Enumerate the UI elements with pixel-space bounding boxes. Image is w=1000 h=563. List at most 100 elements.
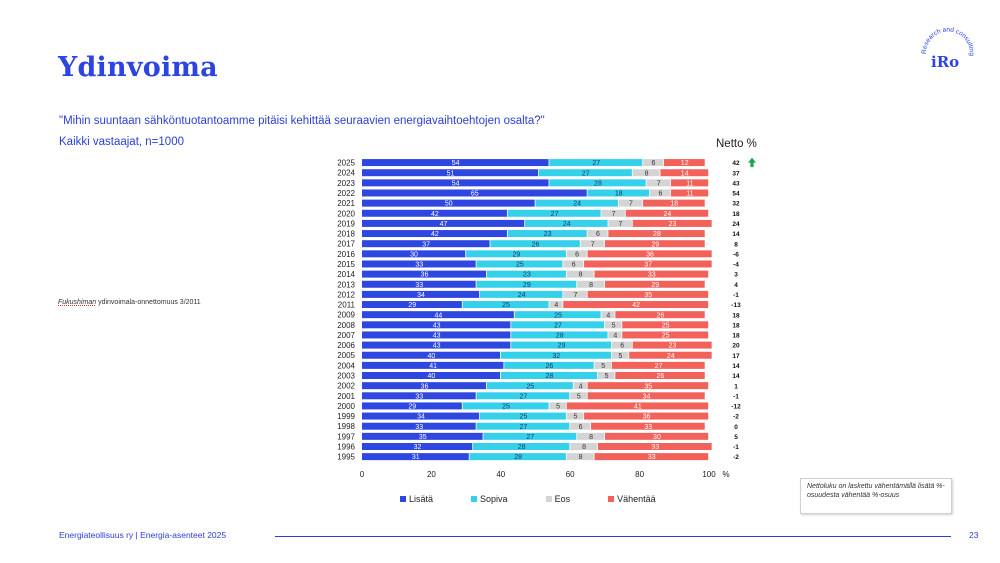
- net-value: 17: [732, 353, 740, 360]
- bar-segment-vahentaa: [594, 453, 709, 461]
- bar-segment-vahentaa: [643, 199, 705, 207]
- bar-segment-vahentaa: [604, 280, 705, 288]
- bar-value-label: 31: [412, 454, 420, 461]
- bar-value-label: 35: [644, 292, 652, 299]
- net-value: 4: [734, 282, 738, 289]
- net-value: 32: [732, 201, 740, 208]
- bar-segment-lisata: [362, 402, 462, 410]
- bar-value-label: 65: [471, 191, 479, 198]
- year-label: 2009: [337, 311, 355, 320]
- bar-value-label: 25: [554, 312, 562, 319]
- bar-value-label: 25: [502, 404, 510, 411]
- bar-segment-eos: [563, 260, 584, 268]
- bar-value-label: 4: [579, 383, 583, 390]
- bar-value-label: 14: [681, 170, 689, 177]
- year-label: 2015: [337, 260, 355, 269]
- year-label: 1997: [337, 432, 355, 441]
- bar-value-label: 8: [645, 170, 649, 177]
- bar-value-label: 35: [419, 434, 427, 441]
- bar-value-label: 8: [589, 434, 593, 441]
- bar-value-label: 24: [667, 353, 675, 360]
- bar-value-label: 28: [545, 373, 553, 380]
- bar-segment-sopiva: [507, 209, 601, 217]
- bar-value-label: 23: [669, 221, 677, 228]
- bar-segment-vahentaa: [663, 159, 705, 167]
- bar-value-label: 26: [545, 363, 553, 370]
- bar-value-label: 37: [644, 262, 652, 269]
- bar-segment-sopiva: [479, 290, 563, 298]
- bar-value-label: 27: [519, 393, 527, 400]
- bar-value-label: 24: [518, 292, 526, 299]
- bar-segment-sopiva: [535, 199, 618, 207]
- year-label: 2001: [337, 392, 355, 401]
- bar-segment-vahentaa: [615, 311, 705, 319]
- bar-segment-vahentaa: [563, 301, 709, 309]
- bar-segment-sopiva: [549, 179, 646, 187]
- bar-segment-sopiva: [490, 240, 580, 248]
- bar-value-label: 54: [452, 180, 460, 187]
- bar-segment-vahentaa: [587, 290, 709, 298]
- bar-segment-lisata: [362, 260, 476, 268]
- year-label: 2004: [337, 361, 355, 370]
- bar-value-label: 4: [554, 302, 558, 309]
- bar-value-label: 18: [615, 191, 623, 198]
- bar-value-label: 24: [663, 211, 671, 218]
- x-tick-label: 100: [702, 470, 716, 479]
- net-value: -1: [733, 444, 739, 451]
- year-label: 2013: [337, 280, 355, 289]
- bar-segment-lisata: [362, 382, 487, 390]
- net-value: -6: [733, 251, 739, 258]
- bar-value-label: 27: [655, 363, 663, 370]
- bar-segment-lisata: [362, 453, 469, 461]
- page-number: 23: [969, 530, 979, 540]
- bar-value-label: 44: [434, 312, 442, 319]
- bar-segment-eos: [643, 159, 664, 167]
- year-label: 2025: [337, 159, 355, 168]
- iro-logo: Research and consulting iRo: [921, 26, 975, 71]
- bar-segment-lisata: [362, 219, 525, 227]
- bar-segment-sopiva: [476, 392, 570, 400]
- survey-question: "Mihin suuntaan sähköntuotantoamme pitäi…: [59, 115, 545, 127]
- chart-legend: Lisätä Sopiva Eos Vähentää: [400, 494, 694, 504]
- bar-value-label: 26: [657, 373, 665, 380]
- bar-value-label: 33: [415, 424, 423, 431]
- bar-segment-lisata: [362, 290, 480, 298]
- bar-value-label: 7: [612, 211, 616, 218]
- bar-value-label: 6: [596, 231, 600, 238]
- bar-value-label: 40: [428, 373, 436, 380]
- bar-value-label: 42: [632, 302, 640, 309]
- bar-value-label: 25: [662, 322, 670, 329]
- bar-segment-eos: [570, 422, 591, 430]
- bar-segment-lisata: [362, 199, 535, 207]
- year-label: 1996: [337, 442, 355, 451]
- net-value: 42: [732, 160, 740, 167]
- bar-value-label: 25: [526, 383, 534, 390]
- net-value: -2: [733, 414, 739, 421]
- bar-value-label: 27: [526, 434, 534, 441]
- year-label: 2014: [337, 270, 355, 279]
- bar-segment-eos: [601, 311, 615, 319]
- bar-segment-lisata: [362, 432, 483, 440]
- year-label: 2011: [338, 301, 356, 310]
- year-label: 2006: [337, 341, 355, 350]
- bar-value-label: 29: [558, 343, 566, 350]
- footer-divider: [275, 536, 951, 537]
- bar-segment-sopiva: [504, 361, 594, 369]
- bar-value-label: 27: [592, 160, 600, 167]
- bar-segment-vahentaa: [587, 382, 709, 390]
- bar-segment-eos: [611, 341, 632, 349]
- bar-segment-sopiva: [511, 321, 605, 329]
- net-value: 14: [732, 363, 740, 370]
- bar-segment-eos: [594, 361, 612, 369]
- bar-value-label: 29: [408, 404, 416, 411]
- bar-segment-eos: [580, 240, 605, 248]
- bar-value-label: 7: [591, 241, 595, 248]
- bar-value-label: 34: [417, 414, 425, 421]
- year-label: 1998: [337, 422, 355, 431]
- bar-segment-vahentaa: [594, 270, 709, 278]
- net-value: 43: [732, 180, 740, 187]
- bar-segment-eos: [618, 199, 643, 207]
- bar-segment-sopiva: [473, 442, 570, 450]
- sample-description: Kaikki vastaajat, n=1000: [59, 136, 184, 148]
- bar-value-label: 29: [523, 282, 531, 289]
